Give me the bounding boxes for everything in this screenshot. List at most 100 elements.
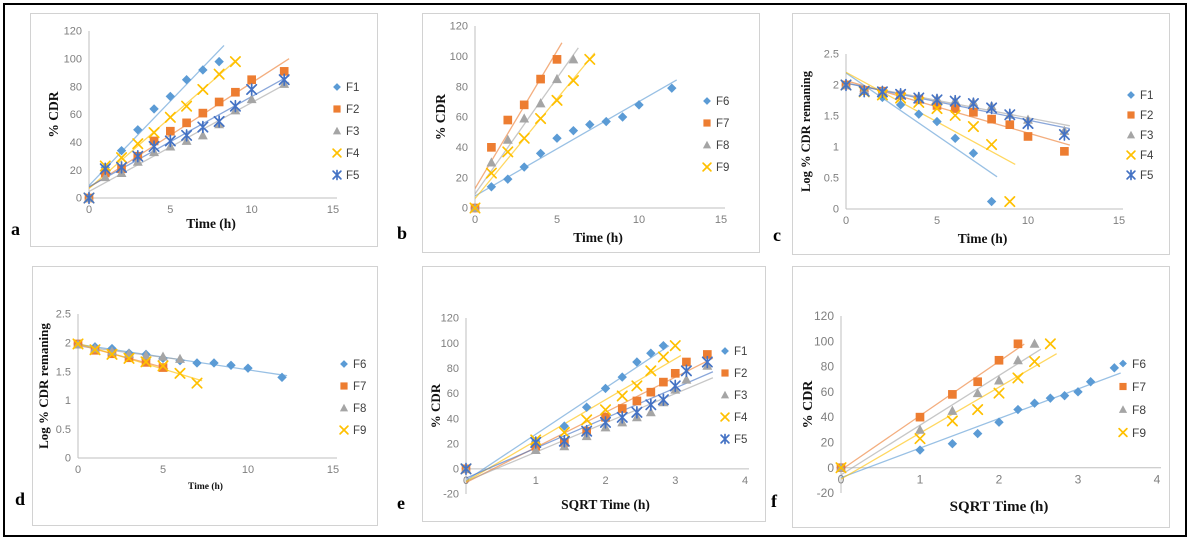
- legend-item-F5: F5: [1126, 169, 1153, 182]
- y-tick-label: 0: [827, 461, 834, 475]
- legend-item-F4: F4: [332, 148, 360, 160]
- y-tick-label: 100: [450, 51, 468, 63]
- asterisk-marker: [213, 115, 225, 128]
- y-tick-label: 2: [833, 80, 839, 92]
- series-F2: [841, 80, 1069, 156]
- legend-item-F5: F5: [720, 433, 747, 446]
- triangle-marker: [175, 353, 185, 363]
- asterisk-marker: [701, 355, 713, 369]
- square-marker: [333, 105, 341, 113]
- x-tick-label: 15: [1113, 215, 1125, 227]
- x-marker: [332, 148, 342, 158]
- y-tick-label: 40: [70, 137, 82, 149]
- diamond-marker: [133, 125, 143, 135]
- x-marker: [123, 352, 135, 364]
- y-axis-title: % CDR: [428, 383, 443, 428]
- legend-label: F2: [1140, 110, 1153, 122]
- diamond-marker: [277, 372, 287, 383]
- y-tick-label: 20: [456, 172, 468, 184]
- asterisk-marker: [616, 411, 628, 424]
- y-tick-label: -20: [443, 489, 459, 501]
- asterisk-marker: [460, 462, 472, 476]
- diamond-marker: [568, 125, 579, 136]
- x-marker: [502, 146, 514, 158]
- legend-item-F9: F9: [339, 425, 366, 437]
- legend-item-F7: F7: [703, 118, 729, 130]
- asterisk-marker: [132, 149, 144, 163]
- x-marker: [164, 111, 176, 123]
- y-tick-label: 0.5: [56, 424, 71, 436]
- square-marker: [158, 363, 168, 372]
- square-marker: [279, 67, 289, 76]
- x-marker: [835, 462, 847, 474]
- triangle-marker: [1126, 130, 1136, 139]
- legend-label: F4: [734, 412, 748, 424]
- x-marker: [645, 365, 657, 377]
- x-tick-label: 0: [472, 214, 478, 226]
- series-F5: [840, 78, 1070, 141]
- legend-label: F7: [1132, 380, 1146, 394]
- x-marker: [584, 53, 596, 65]
- trendline-F8: [841, 348, 1042, 476]
- series-F9: [469, 53, 596, 214]
- triangle-marker: [158, 351, 168, 361]
- diamond-marker: [646, 348, 656, 358]
- y-tick-label: 60: [821, 385, 835, 399]
- panel-letter-e: e: [397, 493, 405, 513]
- x-tick-label: 15: [715, 214, 727, 226]
- asterisk-marker: [1004, 108, 1016, 122]
- y-tick-label: -20: [817, 486, 835, 500]
- y-tick-label: 20: [70, 165, 82, 177]
- x-marker: [631, 380, 643, 392]
- x-tick-label: 5: [554, 214, 560, 226]
- x-marker: [972, 404, 984, 416]
- y-axis-title: % CDR: [433, 94, 448, 140]
- asterisk-marker: [599, 416, 612, 429]
- legend-label: F9: [1132, 426, 1146, 440]
- chart-b-svg: 0 20 40 60 80 100 120 0 5 10 15 Time (h) % CDR F6 F7 F8…: [433, 21, 729, 245]
- diamond-marker: [986, 196, 997, 207]
- panel-letter-d: d: [15, 489, 26, 509]
- square-marker: [659, 377, 668, 387]
- series-F9: [835, 338, 1056, 474]
- asterisk-marker: [83, 191, 95, 205]
- x-axis-title: Time (h): [188, 481, 223, 492]
- square-marker: [994, 355, 1004, 365]
- legend-label: F9: [353, 425, 366, 437]
- square-marker: [536, 74, 545, 84]
- asterisk-marker: [840, 78, 852, 92]
- legend-item-F1: F1: [333, 82, 359, 94]
- y-tick-label: 2.5: [56, 309, 71, 321]
- y-tick-label: 40: [447, 413, 459, 425]
- x-tick-label: 2: [996, 473, 1003, 487]
- x-tick-label: 4: [1154, 473, 1161, 487]
- legend-label: F3: [734, 390, 747, 402]
- trendline-F2: [466, 357, 714, 484]
- square-marker: [969, 107, 978, 117]
- square-marker: [166, 126, 175, 136]
- x-axis-title: Time (h): [573, 230, 623, 245]
- trendline-F9: [475, 52, 596, 200]
- legend-label: F5: [1140, 170, 1153, 182]
- x-marker: [115, 152, 128, 164]
- diamond-marker: [600, 383, 611, 394]
- series-F7: [470, 55, 562, 213]
- diamond-marker: [1073, 387, 1083, 397]
- trendline-F4: [466, 355, 682, 483]
- x-marker: [1044, 338, 1056, 350]
- square-marker: [721, 369, 729, 377]
- triangle-marker: [339, 403, 349, 412]
- series-F5: [460, 355, 713, 476]
- y-tick-label: 120: [450, 21, 468, 33]
- diamond-marker: [972, 428, 983, 439]
- square-marker: [198, 108, 208, 118]
- legend-label: F1: [734, 346, 747, 358]
- square-marker: [1060, 147, 1069, 156]
- panel-c: 0 0.5 1 1.5 2 2.5 0 5 10 15 Time (h) Log % CDR rema…: [792, 13, 1170, 255]
- x-marker: [702, 162, 712, 172]
- square-marker: [950, 104, 960, 113]
- triangle-marker: [645, 407, 656, 417]
- panel-d: 0 0.5 1 1.5 2 2.5 0 5 10 15 Time (h) Log % CDR rema…: [32, 266, 378, 526]
- x-tick-label: 5: [934, 215, 940, 227]
- diamond-marker: [165, 91, 176, 102]
